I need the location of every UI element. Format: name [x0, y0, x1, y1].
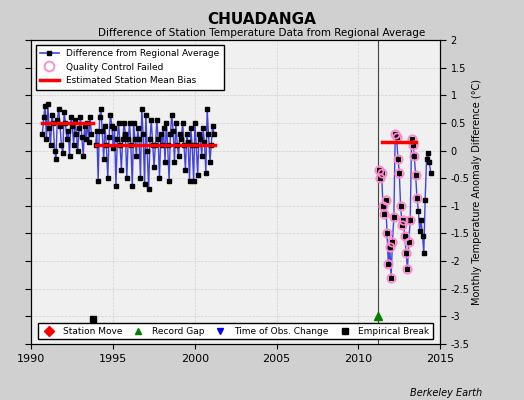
Text: Berkeley Earth: Berkeley Earth — [410, 388, 482, 398]
Text: Difference of Station Temperature Data from Regional Average: Difference of Station Temperature Data f… — [99, 28, 425, 38]
Text: CHUADANGA: CHUADANGA — [208, 12, 316, 27]
Y-axis label: Monthly Temperature Anomaly Difference (°C): Monthly Temperature Anomaly Difference (… — [472, 79, 483, 305]
Legend: Station Move, Record Gap, Time of Obs. Change, Empirical Break: Station Move, Record Gap, Time of Obs. C… — [38, 323, 433, 340]
